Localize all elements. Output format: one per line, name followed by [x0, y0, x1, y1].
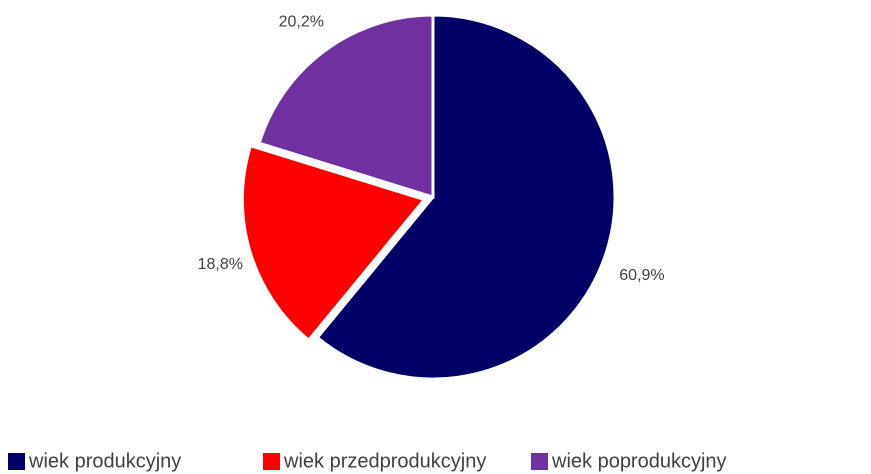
legend-swatch — [263, 453, 280, 470]
legend-label: wiek produkcyjny — [28, 450, 181, 472]
legend-swatch — [531, 453, 548, 470]
data-label: 20,2% — [279, 14, 324, 31]
pie-slice — [257, 13, 435, 200]
data-label: 18,8% — [198, 256, 243, 273]
pie-slice — [315, 13, 617, 381]
legend-label: wiek poprodukcyjny — [551, 450, 727, 472]
pie-slice — [240, 143, 427, 343]
legend-label: wiek przedprodukcyjny — [283, 450, 486, 472]
legend-swatch — [8, 453, 25, 470]
data-label: 60,9% — [619, 267, 664, 284]
